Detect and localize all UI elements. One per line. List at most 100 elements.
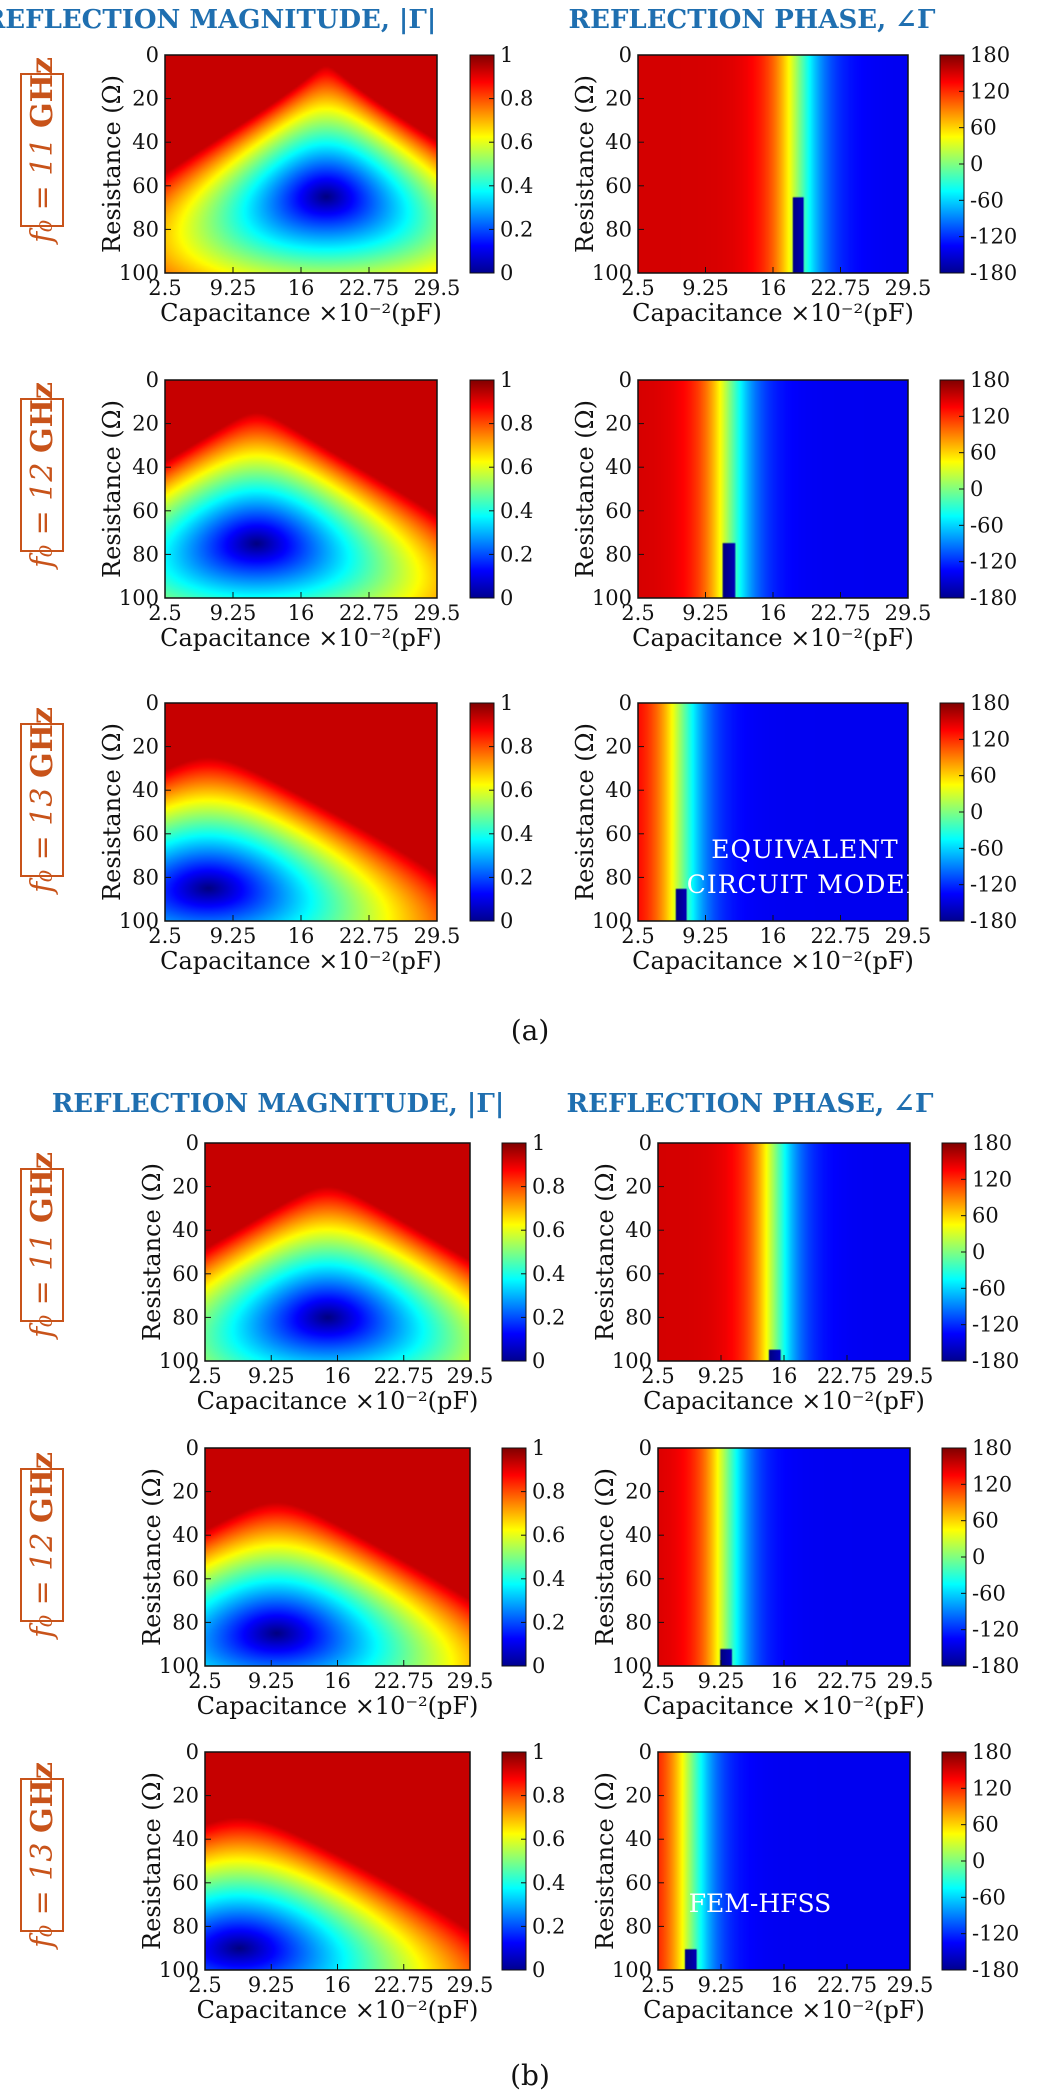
- colorbar-tick-label: -180: [972, 1958, 1019, 1982]
- x-tick-label: 29.5: [885, 276, 932, 300]
- colorbar-tick-label: 60: [972, 1204, 999, 1228]
- colorbar-tick-label: 180: [970, 691, 1010, 715]
- y-axis-label: Resistance (Ω): [98, 723, 126, 901]
- y-tick-label: 100: [592, 586, 632, 610]
- y-tick-label: 80: [605, 542, 632, 566]
- row-label-prefix: f₀ = 11: [25, 1223, 60, 1340]
- colorbar-tick-label: -60: [972, 1581, 1006, 1605]
- colorbar-tick-label: 0.8: [500, 87, 533, 111]
- y-tick-label: 100: [119, 909, 159, 933]
- plot-a-1-mag: 2.5 9.25 16 22.75 29.5 0 20 40 60 80 100Capacitanc…: [98, 368, 533, 652]
- colorbar-tick-label: 60: [970, 116, 997, 140]
- x-tick-label: 16: [324, 1669, 351, 1693]
- y-tick-label: 0: [186, 1131, 199, 1155]
- colorbar-tick-label: 0.6: [500, 455, 533, 479]
- plot-a-1-phase: 2.5 9.25 16 22.75 29.5 0 20 40 60 80 100Capacitanc…: [571, 368, 1017, 652]
- y-tick-label: 100: [119, 586, 159, 610]
- y-tick-label: 60: [172, 1262, 199, 1286]
- row-label-text: f₀ = 12 GHz: [25, 1452, 60, 1640]
- y-axis-label: Resistance (Ω): [571, 75, 599, 253]
- x-axis-label: Capacitance ×10⁻²(pF): [643, 1692, 925, 1720]
- y-tick-label: 80: [132, 865, 159, 889]
- y-tick-label: 100: [159, 1349, 199, 1373]
- x-axis-label: Capacitance ×10⁻²(pF): [632, 947, 914, 975]
- x-tick-label: 2.5: [188, 1364, 221, 1388]
- colorbar-tick-label: 0.4: [500, 499, 533, 523]
- y-tick-label: 60: [605, 499, 632, 523]
- row-label-unit: GHz: [25, 1152, 60, 1223]
- y-axis-label: Resistance (Ω): [138, 1772, 166, 1950]
- colorbar-tick-label: -180: [970, 261, 1017, 285]
- y-tick-label: 20: [625, 1784, 652, 1808]
- y-tick-label: 0: [186, 1740, 199, 1764]
- colorbar-tick-label: -120: [970, 873, 1017, 897]
- x-axis-label: Capacitance ×10⁻²(pF): [160, 624, 442, 652]
- colorbar-tick-label: 120: [972, 1776, 1012, 1800]
- x-tick-label: 2.5: [621, 276, 654, 300]
- y-tick-label: 60: [605, 822, 632, 846]
- y-tick-label: 100: [159, 1654, 199, 1678]
- x-tick-label: 16: [288, 276, 315, 300]
- colorbar-tick-label: 180: [972, 1740, 1012, 1764]
- row-label-box: [20, 723, 64, 877]
- colorbar-tick-label: 0.4: [500, 174, 533, 198]
- y-axis-label: Resistance (Ω): [591, 1468, 619, 1646]
- colorbar-tick-label: 0.2: [532, 1914, 565, 1938]
- x-tick-label: 16: [288, 601, 315, 625]
- x-tick-label: 2.5: [188, 1669, 221, 1693]
- x-tick-label: 16: [760, 276, 787, 300]
- x-tick-label: 29.5: [414, 276, 461, 300]
- x-tick-label: 29.5: [887, 1669, 934, 1693]
- y-axis-label: Resistance (Ω): [571, 723, 599, 901]
- x-tick-label: 29.5: [885, 601, 932, 625]
- y-tick-label: 80: [625, 1914, 652, 1938]
- colorbar-tick-label: -60: [970, 836, 1004, 860]
- row-label-box: [20, 398, 64, 552]
- row-label-unit: GHz: [25, 382, 60, 453]
- x-tick-label: 29.5: [447, 1364, 494, 1388]
- x-tick-label: 29.5: [887, 1364, 934, 1388]
- x-tick-label: 22.75: [374, 1973, 434, 1997]
- colorbar-tick-label: -120: [970, 225, 1017, 249]
- colorbar-tick-label: 0.8: [532, 1480, 565, 1504]
- heatmap-image: [205, 1752, 470, 1970]
- y-tick-label: 60: [132, 822, 159, 846]
- heatmap-image: [658, 1143, 910, 1361]
- x-tick-label: 16: [771, 1364, 798, 1388]
- magnitude-column-title: REFLECTION MAGNITUDE, |Γ|: [52, 1089, 505, 1119]
- colorbar-tick-label: 0.6: [532, 1218, 565, 1242]
- row-label-box: [20, 1468, 64, 1622]
- magnitude-column-title: REFLECTION MAGNITUDE, |Γ|: [0, 5, 436, 35]
- y-tick-label: 20: [625, 1480, 652, 1504]
- y-tick-label: 100: [612, 1958, 652, 1982]
- x-tick-label: 29.5: [414, 601, 461, 625]
- row-label-a-1: f₀ = 12 GHz: [20, 382, 64, 570]
- x-tick-label: 22.75: [339, 276, 399, 300]
- colorbar-tick-label: 0: [970, 152, 983, 176]
- y-tick-label: 100: [119, 261, 159, 285]
- row-label-prefix: f₀ = 13: [25, 1833, 60, 1950]
- y-axis-label: Resistance (Ω): [138, 1163, 166, 1341]
- heatmap-image: [638, 380, 908, 598]
- y-tick-label: 0: [639, 1436, 652, 1460]
- y-tick-label: 80: [172, 1305, 199, 1329]
- y-tick-label: 40: [625, 1827, 652, 1851]
- x-tick-label: 29.5: [414, 924, 461, 948]
- annotation-equivalent-line2: CIRCUIT MODEL: [687, 870, 924, 899]
- colorbar-tick-label: 0: [532, 1349, 545, 1373]
- x-tick-label: 9.25: [682, 276, 729, 300]
- y-tick-label: 60: [172, 1567, 199, 1591]
- colorbar-tick-label: 0.4: [532, 1567, 565, 1591]
- phase-column-title: REFLECTION PHASE, ∠Γ: [569, 5, 936, 35]
- colorbar-tick-label: 0.6: [500, 130, 533, 154]
- row-label-prefix: f₀ = 12: [25, 453, 60, 570]
- row-label-text: f₀ = 13 GHz: [25, 1762, 60, 1950]
- x-tick-label: 9.25: [248, 1669, 295, 1693]
- y-tick-label: 20: [605, 735, 632, 759]
- y-tick-label: 0: [639, 1131, 652, 1155]
- x-axis-label: Capacitance ×10⁻²(pF): [160, 299, 442, 327]
- x-tick-label: 22.75: [374, 1364, 434, 1388]
- colorbar-tick-label: 0: [970, 800, 983, 824]
- row-label-unit: GHz: [25, 1762, 60, 1833]
- colorbar-tick-label: 0: [972, 1240, 985, 1264]
